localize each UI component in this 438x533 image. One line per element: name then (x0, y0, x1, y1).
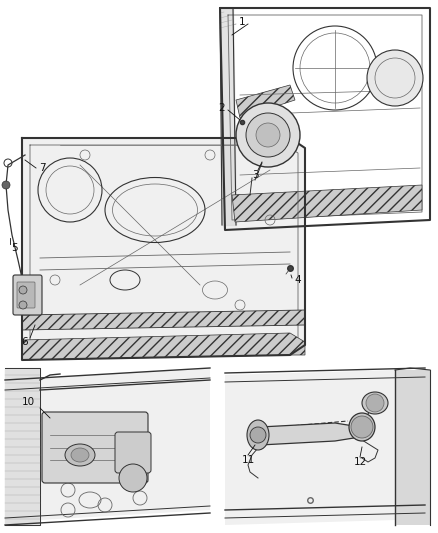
Circle shape (366, 394, 384, 412)
Ellipse shape (247, 420, 269, 450)
Circle shape (19, 286, 27, 294)
FancyBboxPatch shape (13, 275, 42, 315)
Polygon shape (5, 368, 40, 525)
Circle shape (2, 181, 10, 189)
Circle shape (119, 464, 147, 492)
FancyBboxPatch shape (42, 412, 148, 483)
Circle shape (351, 416, 373, 438)
Text: 4: 4 (295, 275, 301, 285)
Polygon shape (22, 138, 305, 360)
Ellipse shape (71, 448, 89, 462)
Ellipse shape (65, 444, 95, 466)
Text: 5: 5 (11, 243, 18, 253)
Text: 3: 3 (252, 170, 258, 180)
FancyBboxPatch shape (17, 282, 35, 308)
Text: 11: 11 (241, 455, 254, 465)
Circle shape (250, 427, 266, 443)
Text: 12: 12 (353, 457, 367, 467)
Text: 7: 7 (39, 163, 45, 173)
FancyBboxPatch shape (115, 432, 151, 473)
Text: 2: 2 (219, 103, 225, 113)
Polygon shape (236, 85, 295, 118)
Ellipse shape (362, 392, 388, 414)
Polygon shape (395, 370, 430, 525)
Circle shape (367, 50, 423, 106)
Polygon shape (232, 185, 422, 222)
Polygon shape (225, 370, 395, 525)
Text: 10: 10 (21, 397, 35, 407)
Circle shape (246, 113, 290, 157)
Polygon shape (40, 368, 210, 520)
Polygon shape (22, 310, 305, 330)
Circle shape (19, 301, 27, 309)
Text: 6: 6 (22, 337, 28, 347)
Text: 1: 1 (239, 17, 245, 27)
Circle shape (236, 103, 300, 167)
Ellipse shape (349, 413, 375, 441)
Circle shape (256, 123, 280, 147)
Polygon shape (22, 333, 305, 360)
Polygon shape (253, 423, 362, 445)
